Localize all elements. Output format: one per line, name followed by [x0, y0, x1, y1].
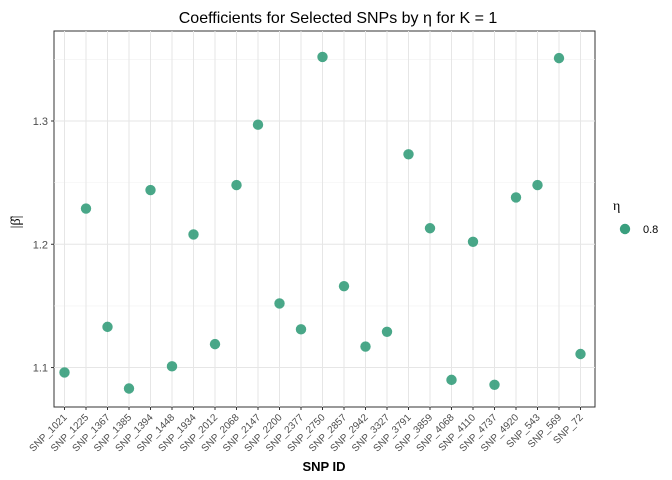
- data-point: [446, 374, 457, 386]
- data-point: [231, 179, 242, 191]
- y-tick-label: 1.2: [33, 239, 48, 251]
- data-point: [80, 203, 92, 214]
- data-point: [102, 321, 113, 333]
- data-point: [274, 298, 285, 309]
- data-point: [381, 326, 393, 337]
- data-point: [166, 361, 178, 372]
- legend-label: 0.8: [643, 224, 658, 236]
- data-points: [59, 51, 586, 394]
- y-axis-label: |β̂|: [9, 215, 24, 228]
- plot-panel: [53, 30, 596, 408]
- legend: η 0.8: [613, 199, 658, 236]
- data-point: [575, 348, 586, 360]
- data-point: [532, 179, 543, 191]
- data-point: [295, 324, 307, 335]
- data-point: [145, 184, 156, 196]
- data-point: [553, 52, 565, 64]
- data-point: [59, 367, 70, 378]
- chart-title: Coefficients for Selected SNPs by η for …: [179, 10, 498, 27]
- data-point: [252, 119, 264, 130]
- x-axis-label: SNP ID: [302, 459, 345, 474]
- data-point: [403, 149, 414, 160]
- legend-title: η: [613, 199, 620, 214]
- legend-marker: [619, 223, 631, 235]
- y-axis: 1.1 1.2 1.3: [33, 116, 54, 375]
- x-axis: SNP_1021SNP_1225SNP_1367SNP_1385SNP_1394…: [28, 407, 586, 454]
- data-point: [467, 236, 479, 248]
- data-point: [424, 223, 436, 234]
- data-point: [489, 379, 500, 391]
- data-point: [188, 229, 199, 240]
- y-tick-label: 1.1: [33, 363, 48, 375]
- data-point: [209, 338, 221, 350]
- data-point: [510, 192, 522, 203]
- y-tick-label: 1.3: [33, 116, 48, 128]
- data-point: [317, 51, 328, 63]
- data-point: [338, 280, 350, 292]
- data-point: [123, 383, 135, 394]
- data-point: [360, 341, 371, 352]
